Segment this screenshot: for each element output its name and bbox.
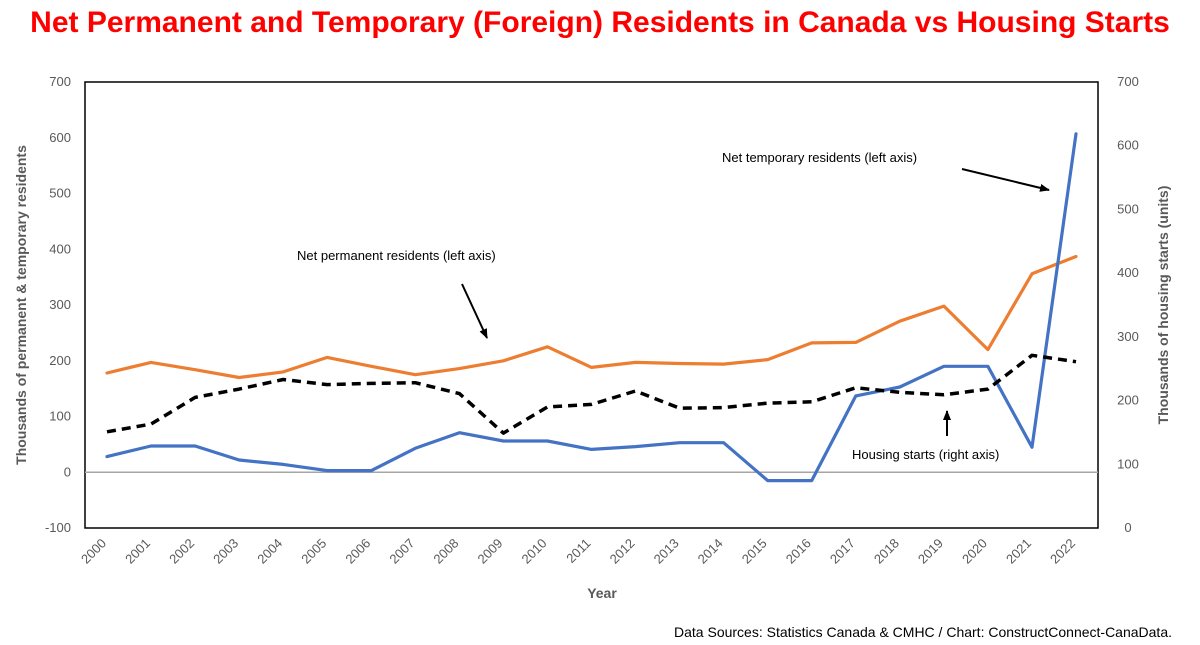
x-tick-label: 2014 — [695, 536, 726, 567]
annotation-permanent-arrow — [461, 283, 488, 339]
annotation-temporary: Net temporary residents (left axis) — [722, 150, 917, 165]
series-line-0 — [105, 254, 1078, 380]
x-tick-label: 2017 — [827, 536, 858, 567]
annotation-temporary-arrow — [961, 168, 1050, 192]
x-tick-label: 2006 — [342, 536, 373, 567]
x-tick-label: 2012 — [607, 536, 638, 567]
y-left-tick-label: 300 — [49, 297, 71, 312]
x-tick-label: 2019 — [915, 536, 946, 567]
y-right-tick-label: 300 — [1117, 329, 1139, 344]
x-tick-label: 2007 — [386, 536, 417, 567]
y-left-tick-label: 700 — [49, 74, 71, 89]
x-tick-label: 2013 — [651, 536, 682, 567]
y-right-tick-label: 100 — [1117, 456, 1139, 471]
x-tick-label: 2004 — [254, 536, 285, 567]
chart-title: Net Permanent and Temporary (Foreign) Re… — [30, 6, 1170, 39]
x-tick-label: 2022 — [1047, 536, 1078, 567]
y-left-tick-label: 600 — [49, 130, 71, 145]
y-axis-right-title: Thousands of housing starts (units) — [1155, 186, 1171, 425]
y-right-tick-label: 600 — [1117, 138, 1139, 153]
x-tick-label: 2002 — [166, 536, 197, 567]
x-tick-label: 2009 — [474, 536, 505, 567]
annotation-permanent: Net permanent residents (left axis) — [297, 248, 496, 263]
x-tick-label: 2001 — [122, 536, 153, 567]
y-right-tick-label: 700 — [1117, 74, 1139, 89]
x-tick-label: 2003 — [210, 536, 241, 567]
y-left-tick-label: 200 — [49, 353, 71, 368]
x-tick-label: 2008 — [430, 536, 461, 567]
x-tick-label: 2011 — [563, 536, 593, 566]
x-tick-label: 2021 — [1003, 536, 1034, 567]
series-line-1 — [105, 132, 1078, 483]
y-axis-left-title: Thousands of permanent & temporary resid… — [13, 145, 29, 465]
x-tick-label: 2005 — [298, 536, 329, 567]
annotation-housing: Housing starts (right axis) — [852, 447, 999, 462]
x-tick-label: 2000 — [78, 536, 109, 567]
x-tick-label: 2016 — [783, 536, 814, 567]
source-note: Data Sources: Statistics Canada & CMHC /… — [674, 624, 1172, 640]
x-tick-label: 2018 — [871, 536, 902, 567]
x-tick-label: 2020 — [959, 536, 990, 567]
y-right-tick-label: 0 — [1124, 520, 1131, 535]
plot-area — [84, 81, 1099, 529]
y-right-tick-label: 400 — [1117, 265, 1139, 280]
y-left-tick-label: 0 — [64, 464, 71, 479]
x-tick-label: 2010 — [519, 536, 550, 567]
y-right-tick-label: 500 — [1117, 201, 1139, 216]
x-tick-label: 2015 — [739, 536, 770, 567]
x-axis-title: Year — [587, 585, 617, 601]
y-left-tick-label: -100 — [45, 520, 71, 535]
y-right-tick-label: 200 — [1117, 393, 1139, 408]
y-left-tick-label: 500 — [49, 186, 71, 201]
y-left-tick-label: 100 — [49, 409, 71, 424]
y-left-tick-label: 400 — [49, 241, 71, 256]
